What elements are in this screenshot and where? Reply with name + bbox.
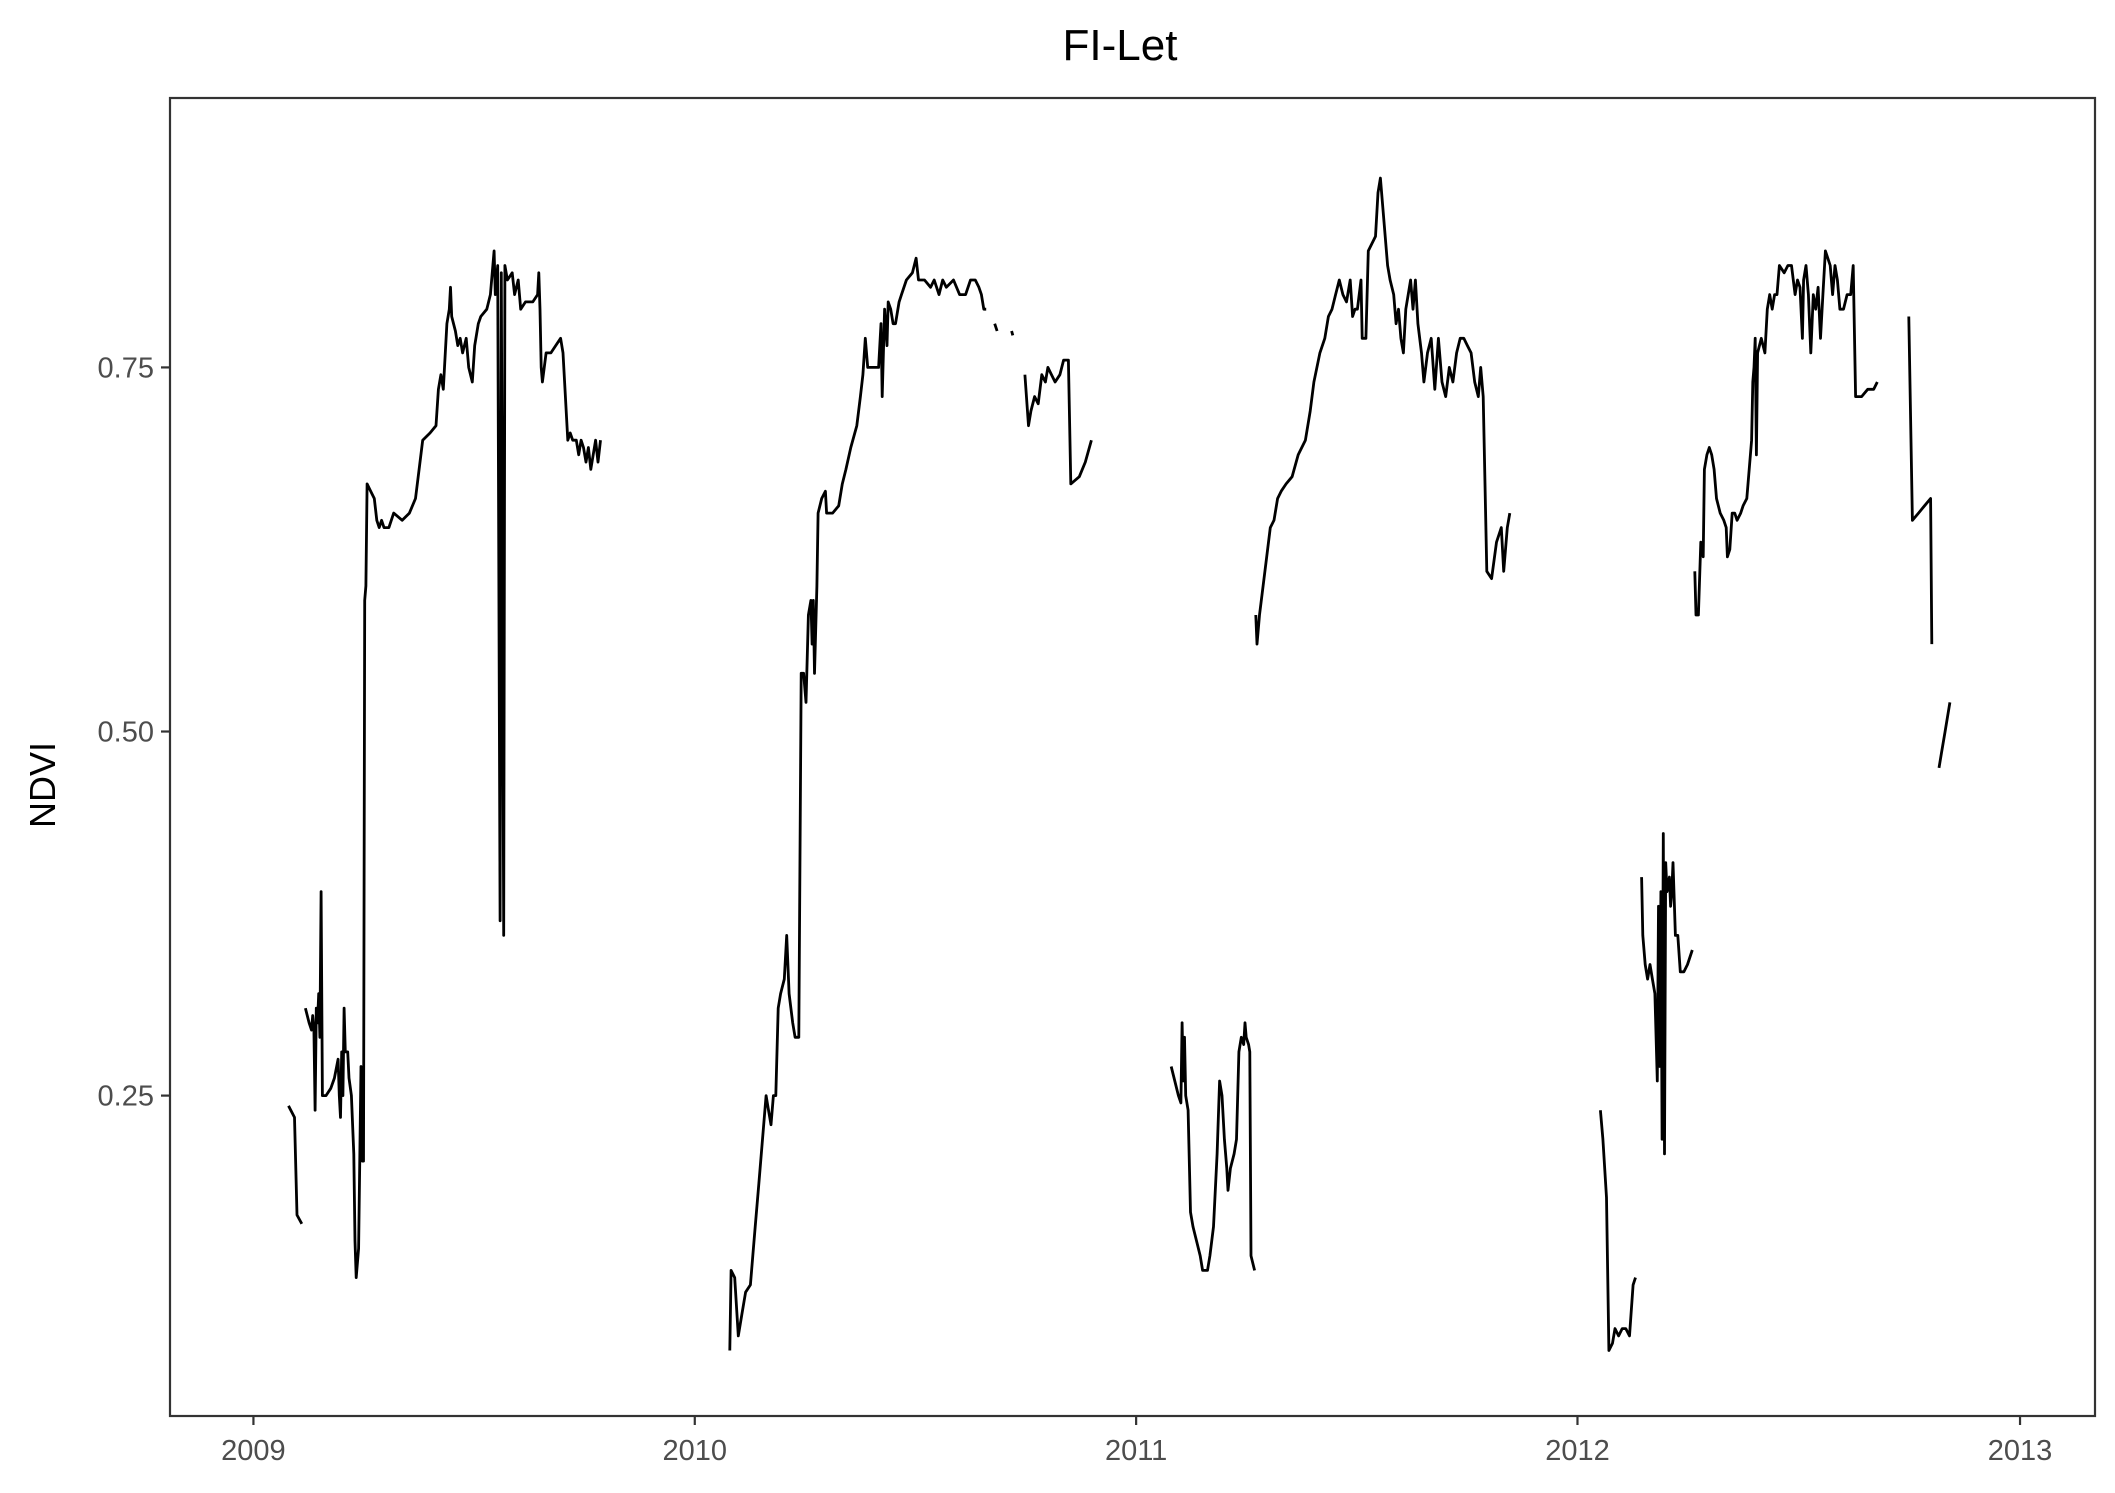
x-tick-label: 2010 — [663, 1435, 728, 1467]
chart-title: FI-Let — [1063, 21, 1178, 70]
y-tick-label: 0.25 — [98, 1081, 154, 1113]
x-tick-label: 2012 — [1545, 1435, 1610, 1467]
ndvi-series-segment-12 — [1907, 316, 1934, 645]
ndvi-series-segment-6 — [1023, 358, 1093, 486]
x-tick-label: 2013 — [1988, 1435, 2053, 1467]
y-tick-label: 0.50 — [98, 717, 154, 749]
y-tick-label: 0.75 — [98, 352, 154, 384]
y-axis: 0.25 0.50 0.75 — [98, 352, 170, 1113]
x-axis: 2009 2010 2011 2012 2013 — [221, 1416, 2052, 1467]
y-axis-label: NDVI — [22, 742, 63, 828]
x-tick-label: 2009 — [221, 1435, 286, 1467]
ndvi-series-segment-7 — [1169, 1021, 1256, 1272]
ndvi-series-segment-1 — [287, 1105, 304, 1225]
ndvi-series-segment-8 — [1254, 176, 1512, 646]
ndvi-series-segment-11 — [1693, 249, 1879, 617]
ndvi-series-segment-5 — [1010, 330, 1015, 336]
ndvi-series-segment-13 — [1937, 702, 1952, 769]
ndvi-series-segment-2 — [304, 249, 602, 1279]
ndvi-series-segment-10 — [1640, 832, 1694, 1156]
ndvi-series-segment-9 — [1599, 1110, 1637, 1352]
series-layer — [287, 176, 1952, 1352]
plot-panel — [168, 96, 2097, 1418]
ndvi-series-segment-4 — [993, 323, 999, 332]
x-tick-label: 2011 — [1105, 1435, 1167, 1467]
ndvi-series-segment-3 — [728, 256, 987, 1351]
